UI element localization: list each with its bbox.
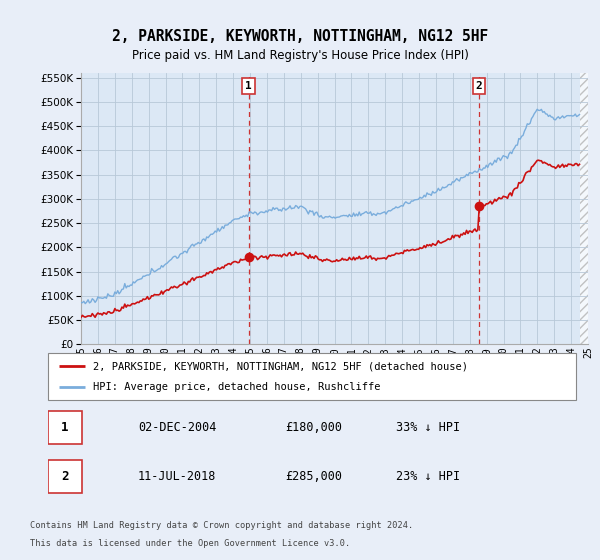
Text: 23% ↓ HPI: 23% ↓ HPI [397,470,461,483]
FancyBboxPatch shape [48,411,82,444]
Text: 11-JUL-2018: 11-JUL-2018 [138,470,216,483]
Bar [580,73,588,344]
Text: 02-DEC-2004: 02-DEC-2004 [138,421,216,434]
Text: 1: 1 [61,421,68,434]
Text: HPI: Average price, detached house, Rushcliffe: HPI: Average price, detached house, Rush… [93,382,380,392]
Text: £285,000: £285,000 [286,470,343,483]
Text: This data is licensed under the Open Government Licence v3.0.: This data is licensed under the Open Gov… [30,539,350,548]
Text: Contains HM Land Registry data © Crown copyright and database right 2024.: Contains HM Land Registry data © Crown c… [30,521,413,530]
Text: Price paid vs. HM Land Registry's House Price Index (HPI): Price paid vs. HM Land Registry's House … [131,49,469,63]
Text: 2: 2 [61,470,68,483]
Text: 33% ↓ HPI: 33% ↓ HPI [397,421,461,434]
Text: 2: 2 [475,81,482,91]
FancyBboxPatch shape [48,460,82,493]
Text: 2, PARKSIDE, KEYWORTH, NOTTINGHAM, NG12 5HF (detached house): 2, PARKSIDE, KEYWORTH, NOTTINGHAM, NG12 … [93,361,468,371]
Text: 2, PARKSIDE, KEYWORTH, NOTTINGHAM, NG12 5HF: 2, PARKSIDE, KEYWORTH, NOTTINGHAM, NG12 … [112,29,488,44]
FancyBboxPatch shape [48,353,576,400]
Text: £180,000: £180,000 [286,421,343,434]
Text: 1: 1 [245,81,252,91]
